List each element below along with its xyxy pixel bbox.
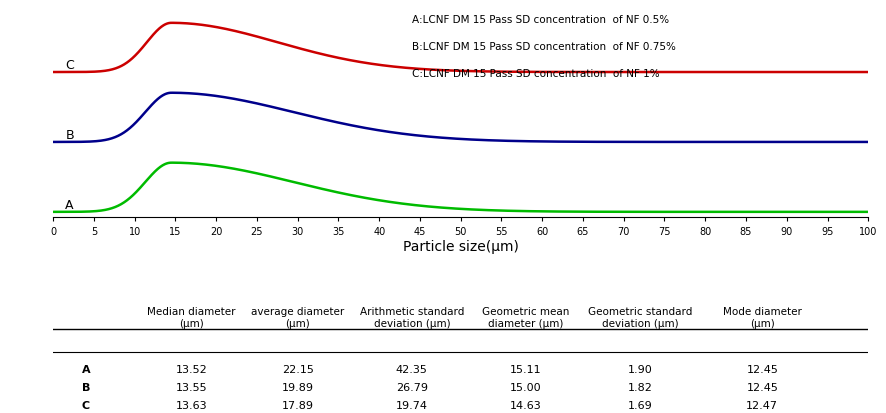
Text: 42.35: 42.35 — [396, 364, 428, 374]
Text: C: C — [66, 59, 74, 71]
Text: B: B — [82, 382, 90, 392]
Text: 1.69: 1.69 — [627, 400, 652, 410]
Text: average diameter
(μm): average diameter (μm) — [251, 306, 345, 328]
Text: 1.82: 1.82 — [627, 382, 652, 392]
Text: B:LCNF DM 15 Pass SD concentration  of NF 0.75%: B:LCNF DM 15 Pass SD concentration of NF… — [412, 42, 676, 52]
Text: C:LCNF DM 15 Pass SD concentration  of NF 1%: C:LCNF DM 15 Pass SD concentration of NF… — [412, 69, 659, 79]
Text: 13.55: 13.55 — [176, 382, 207, 392]
Text: 17.89: 17.89 — [282, 400, 314, 410]
Text: A: A — [82, 364, 90, 374]
Text: 12.45: 12.45 — [746, 364, 778, 374]
Text: C: C — [82, 400, 89, 410]
Text: 12.45: 12.45 — [746, 382, 778, 392]
Text: Median diameter
(μm): Median diameter (μm) — [147, 306, 236, 328]
Text: 26.79: 26.79 — [396, 382, 428, 392]
Text: Geometric standard
deviation (μm): Geometric standard deviation (μm) — [587, 306, 692, 328]
Text: 19.74: 19.74 — [396, 400, 428, 410]
X-axis label: Particle size(μm): Particle size(μm) — [403, 239, 518, 253]
Text: A: A — [66, 198, 74, 211]
Text: A:LCNF DM 15 Pass SD concentration  of NF 0.5%: A:LCNF DM 15 Pass SD concentration of NF… — [412, 14, 669, 24]
Text: 22.15: 22.15 — [282, 364, 314, 374]
Text: 1.90: 1.90 — [627, 364, 652, 374]
Text: Arithmetic standard
deviation (μm): Arithmetic standard deviation (μm) — [360, 306, 464, 328]
Text: 13.52: 13.52 — [175, 364, 207, 374]
Text: 13.63: 13.63 — [176, 400, 207, 410]
Text: 14.63: 14.63 — [510, 400, 542, 410]
Text: 15.11: 15.11 — [510, 364, 541, 374]
Text: 19.89: 19.89 — [282, 382, 314, 392]
Text: Geometric mean
diameter (μm): Geometric mean diameter (μm) — [482, 306, 570, 328]
Text: Mode diameter
(μm): Mode diameter (μm) — [723, 306, 802, 328]
Text: 15.00: 15.00 — [510, 382, 541, 392]
Text: 12.47: 12.47 — [746, 400, 778, 410]
Text: B: B — [66, 128, 74, 141]
